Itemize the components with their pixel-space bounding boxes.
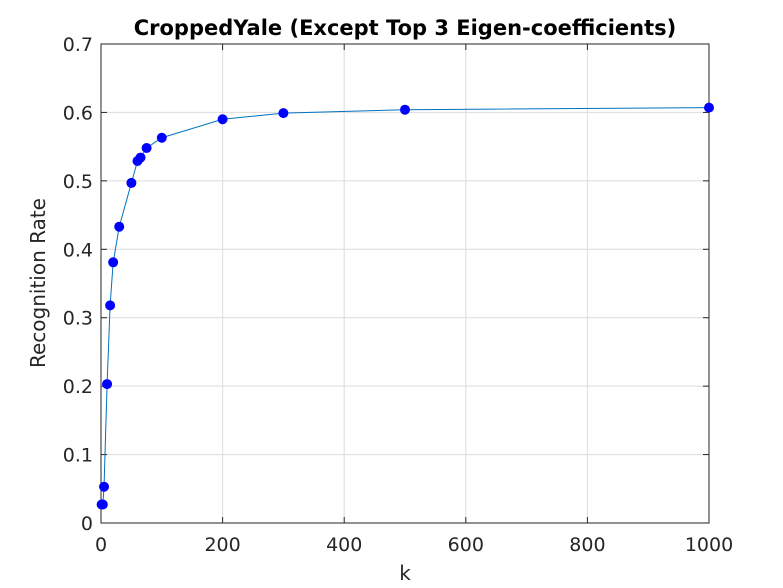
data-point xyxy=(97,499,108,510)
x-tick-label: 600 xyxy=(448,534,484,556)
data-point xyxy=(108,257,119,268)
data-point xyxy=(141,143,152,154)
series-line xyxy=(101,107,710,506)
data-point xyxy=(217,114,228,125)
data-point xyxy=(102,379,113,390)
plot-area xyxy=(100,43,710,524)
axis-ticks: 0 200 400 600 800 1000 0 0.1 0.2 0.3 0.4 0.5 0.6 0.7 xyxy=(63,34,733,556)
x-tick-label: 1000 xyxy=(685,534,733,556)
y-tick-label: 0 xyxy=(81,513,93,535)
data-point xyxy=(156,132,167,143)
x-tick-label: 200 xyxy=(204,534,240,556)
y-axis-label: Recognition Rate xyxy=(26,198,50,368)
data-point xyxy=(278,108,289,119)
y-tick-label: 0.6 xyxy=(63,102,93,124)
x-axis-label: k xyxy=(399,561,411,585)
data-point xyxy=(114,221,125,232)
data-point xyxy=(126,177,137,188)
y-tick-label: 0.4 xyxy=(63,239,93,261)
series-group xyxy=(96,102,714,510)
data-point xyxy=(400,104,410,115)
y-tick-label: 0.7 xyxy=(63,34,93,56)
y-tick-label: 0.1 xyxy=(63,445,93,467)
y-tick-label: 0.2 xyxy=(63,376,93,398)
y-tick-label: 0.3 xyxy=(63,308,93,330)
chart-title: CroppedYale (Except Top 3 Eigen-coeffici… xyxy=(134,16,677,40)
data-point xyxy=(105,300,116,311)
data-point xyxy=(704,102,714,113)
x-tick-label: 400 xyxy=(326,534,362,556)
x-tick-label: 800 xyxy=(569,534,605,556)
data-point xyxy=(135,152,146,163)
data-point xyxy=(99,481,110,492)
x-tick-label: 0 xyxy=(95,534,107,556)
y-tick-label: 0.5 xyxy=(63,171,93,193)
